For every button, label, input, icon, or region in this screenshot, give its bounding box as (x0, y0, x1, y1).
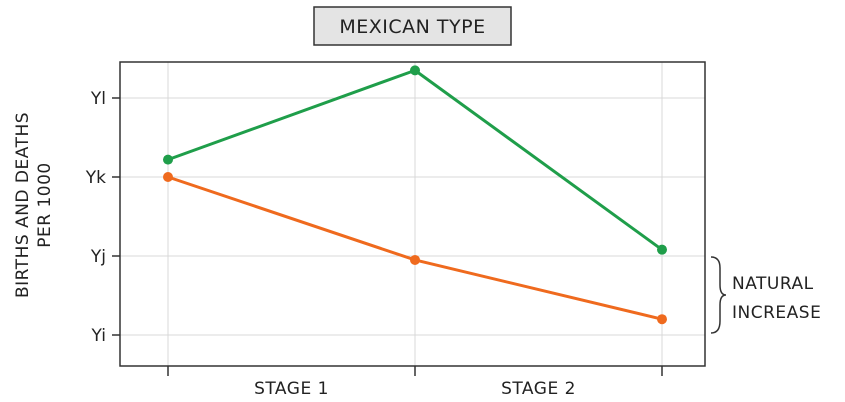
x-category-label: STAGE 1 (254, 379, 329, 399)
annotation-line-1: NATURAL (732, 274, 814, 294)
chart-title-box: MEXICAN TYPE (313, 6, 512, 46)
x-categories: STAGE 1 STAGE 2 (167, 366, 663, 399)
y-axis-label: BIRTHS AND DEATHS PER 1000 (13, 112, 55, 298)
y-tick-label: Yl (90, 89, 106, 109)
y-axis-label-line-1: BIRTHS AND DEATHS (13, 112, 33, 298)
series (163, 65, 667, 325)
annotation-line-2: INCREASE (732, 303, 821, 323)
series-1-point (657, 244, 667, 255)
y-ticks: Yi Yj Yk Yl (85, 89, 120, 346)
y-axis-label-line-2: PER 1000 (35, 162, 55, 247)
y-tick-label: Yk (85, 168, 106, 188)
series-2-point (163, 172, 173, 182)
chart-title: MEXICAN TYPE (339, 16, 485, 38)
x-category-label: STAGE 2 (501, 379, 576, 399)
plot-frame (119, 61, 706, 367)
series-1-point (410, 65, 420, 76)
natural-increase-annotation: NATURAL INCREASE (710, 256, 821, 334)
series-2-point (657, 314, 667, 325)
natural-increase-brace (710, 256, 727, 334)
grid (120, 62, 705, 366)
axes (119, 61, 706, 367)
y-tick-label: Yj (90, 247, 106, 267)
y-tick-label: Yi (90, 326, 106, 346)
series-2-point (410, 254, 420, 265)
series-1-point (163, 154, 173, 165)
